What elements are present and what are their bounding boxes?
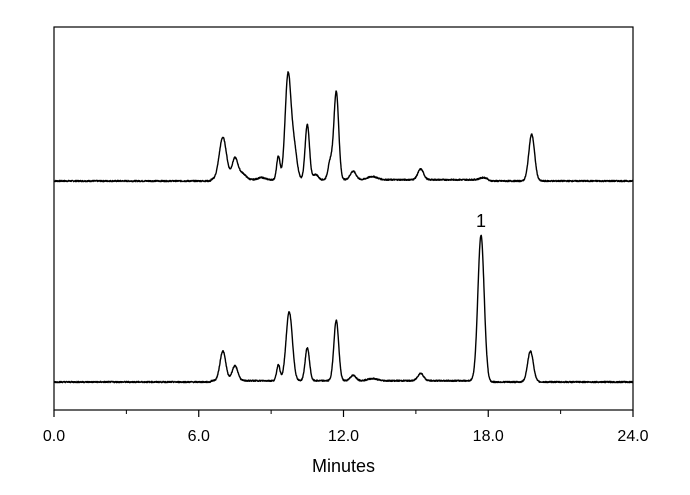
x-tick-label: 18.0 (473, 428, 504, 445)
x-axis-title: Minutes (312, 456, 375, 476)
axis-ticks (53, 410, 634, 417)
plot-frame (53, 26, 634, 411)
annotations: 1 (476, 211, 486, 231)
traces (53, 71, 634, 384)
chromatogram-trace-2 (53, 234, 634, 384)
x-tick-label: 0.0 (43, 428, 65, 445)
x-tick-label: 12.0 (328, 428, 359, 445)
chromatogram-trace-1 (53, 71, 634, 183)
x-tick-label: 6.0 (188, 428, 210, 445)
tick-labels: 0.0 6.0 12.0 18.0 24.0 (43, 428, 649, 445)
peak-annotation: 1 (476, 211, 486, 231)
x-tick-label: 24.0 (617, 428, 648, 445)
